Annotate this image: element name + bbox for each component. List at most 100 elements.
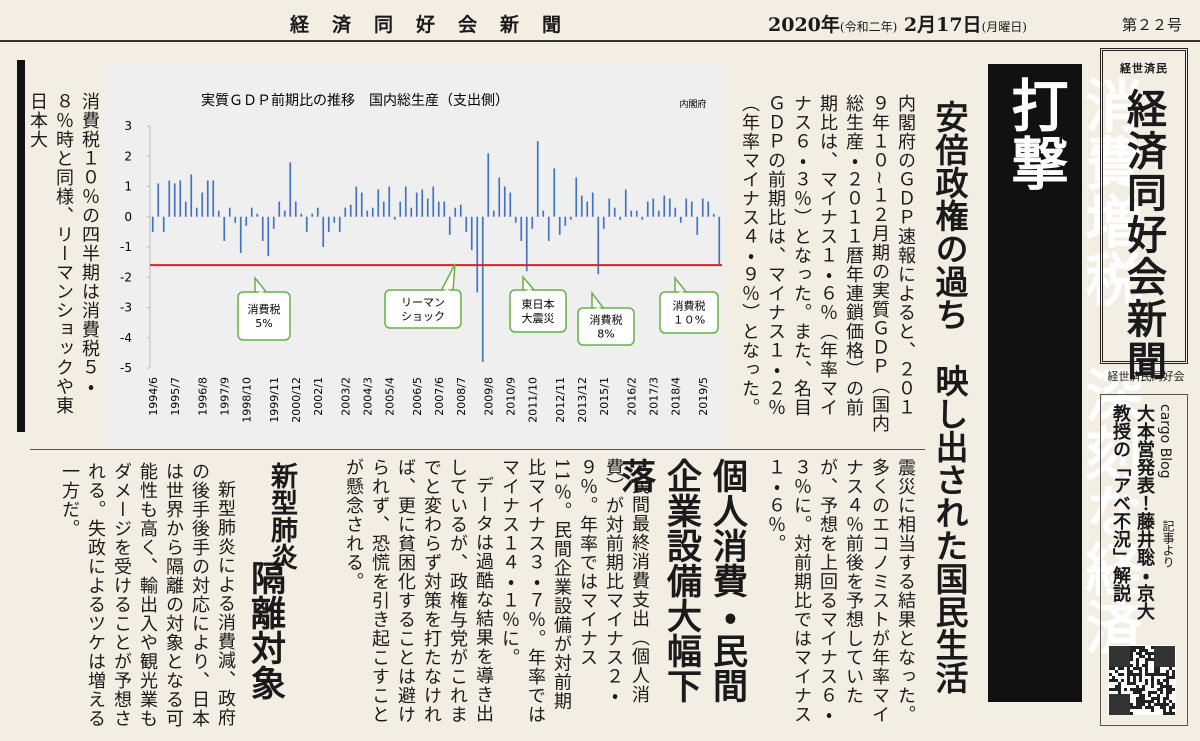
bar xyxy=(410,207,413,217)
qr-module xyxy=(1124,688,1127,691)
bar xyxy=(272,216,275,229)
qr-module xyxy=(1124,712,1127,715)
qr-module xyxy=(1142,664,1145,667)
qr-module xyxy=(1109,712,1112,715)
qr-module xyxy=(1139,652,1142,655)
qr-module xyxy=(1127,709,1130,712)
issue: 第２２号 xyxy=(1122,16,1183,34)
qr-module xyxy=(1130,688,1133,691)
qr-module xyxy=(1127,673,1130,676)
qr-module xyxy=(1127,652,1130,655)
qr-module xyxy=(1109,658,1112,661)
masthead: 経 済 同 好 会 新 聞 xyxy=(290,14,564,36)
bar xyxy=(641,216,644,220)
bar xyxy=(168,180,171,217)
qr-module xyxy=(1151,691,1154,694)
qr-module xyxy=(1166,679,1169,682)
bar xyxy=(393,216,396,220)
qr-module xyxy=(1157,661,1160,664)
qr-module xyxy=(1133,706,1136,709)
bar xyxy=(212,180,215,217)
qr-module xyxy=(1145,658,1148,661)
qr-module xyxy=(1112,700,1115,703)
bar xyxy=(234,216,237,223)
qr-module xyxy=(1172,703,1175,706)
bar xyxy=(591,192,594,217)
bar xyxy=(250,207,253,217)
qr-module xyxy=(1157,670,1160,673)
qr-module xyxy=(1139,649,1142,652)
qr-module xyxy=(1109,664,1112,667)
bar xyxy=(514,216,517,223)
article-heading: 隔離対象 xyxy=(245,560,286,700)
qr-module xyxy=(1163,685,1166,688)
qr-module xyxy=(1169,655,1172,658)
paragraph: データは過酷な結果を導き出しているが、政権与党がこれまでと変わらず対策を打たなけ… xyxy=(343,458,494,724)
qr-module xyxy=(1136,664,1139,667)
qr-module xyxy=(1151,709,1154,712)
blog-box[interactable] xyxy=(1100,394,1188,726)
qr-module xyxy=(1166,685,1169,688)
qr-module xyxy=(1109,709,1112,712)
bar xyxy=(344,207,347,217)
qr-module xyxy=(1115,664,1118,667)
qr-module xyxy=(1148,706,1151,709)
qr-module xyxy=(1139,691,1142,694)
blog-suffix: 記事より xyxy=(1161,520,1175,568)
article-heading: 個人消費・民間企業設備大幅下落 xyxy=(615,458,748,703)
qr-module xyxy=(1154,691,1157,694)
qr-module xyxy=(1145,661,1148,664)
bar xyxy=(366,210,369,217)
qr-module xyxy=(1151,658,1154,661)
qr-module xyxy=(1157,652,1160,655)
qr-module xyxy=(1130,655,1133,658)
qr-module xyxy=(1163,673,1166,676)
qr-module xyxy=(1115,661,1118,664)
qr-module xyxy=(1118,697,1121,700)
qr-module xyxy=(1154,673,1157,676)
qr-code[interactable] xyxy=(1108,645,1176,715)
qr-module xyxy=(1127,670,1130,673)
callout-text: 消費税 xyxy=(673,299,706,313)
qr-module xyxy=(1121,709,1124,712)
qr-module xyxy=(1160,682,1163,685)
qr-module xyxy=(1160,685,1163,688)
x-tick-label: 2005/4 xyxy=(383,377,396,416)
callout-text: 8% xyxy=(597,328,614,341)
qr-module xyxy=(1154,652,1157,655)
qr-module xyxy=(1109,679,1112,682)
bar xyxy=(707,201,710,217)
qr-module xyxy=(1172,712,1175,715)
qr-module xyxy=(1118,685,1121,688)
qr-module xyxy=(1166,694,1169,697)
bar xyxy=(454,207,457,217)
qr-module xyxy=(1163,655,1166,658)
qr-module xyxy=(1160,664,1163,667)
bar xyxy=(580,195,583,217)
callout-box xyxy=(577,307,635,346)
qr-module xyxy=(1139,673,1142,676)
bar xyxy=(184,201,187,217)
bar xyxy=(294,201,297,217)
qr-module xyxy=(1157,667,1160,670)
bar xyxy=(674,207,677,217)
x-tick-label: 2013/12 xyxy=(576,377,589,423)
qr-module xyxy=(1136,706,1139,709)
qr-module xyxy=(1124,709,1127,712)
blog-title[interactable]: 大本営発表！藤井聡・京大教授の「アベ不況」解説 xyxy=(1110,404,1155,620)
qr-module xyxy=(1124,652,1127,655)
qr-module xyxy=(1166,658,1169,661)
qr-module xyxy=(1148,694,1151,697)
bar xyxy=(635,210,638,217)
bar xyxy=(602,216,605,229)
qr-module xyxy=(1115,697,1118,700)
x-tick-label: 2016/2 xyxy=(625,377,638,416)
qr-module xyxy=(1118,661,1121,664)
date-day: 2月17日 xyxy=(903,14,982,36)
qr-module xyxy=(1127,664,1130,667)
qr-module xyxy=(1169,706,1172,709)
qr-module xyxy=(1169,712,1172,715)
qr-module xyxy=(1145,649,1148,652)
callout-pointer-cover xyxy=(442,289,452,292)
lead-paragraph: 内閣府のＧＤＰ速報によると、２０１９年１０~１２月期の実質ＧＤＰ（国内総生産・２… xyxy=(739,94,916,434)
